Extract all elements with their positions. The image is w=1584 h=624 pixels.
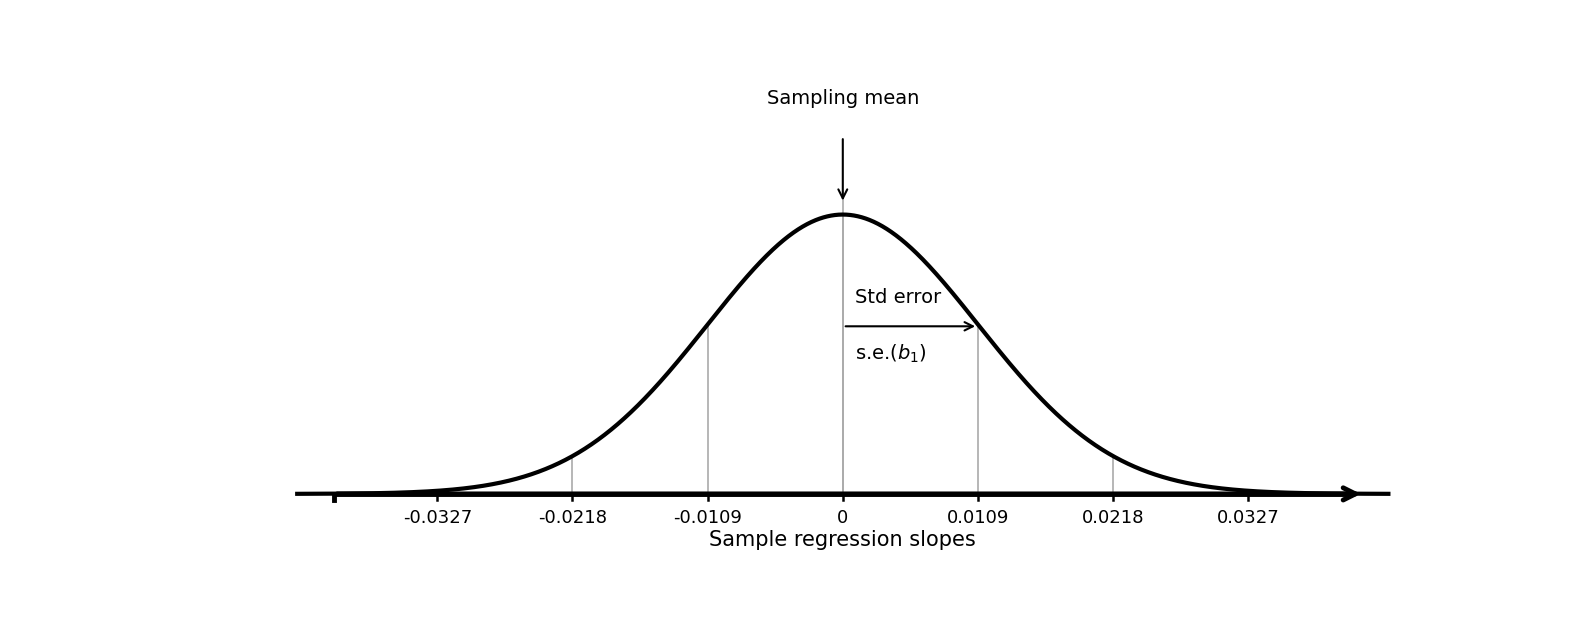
Text: Sample regression slopes: Sample regression slopes [710, 530, 976, 550]
Text: 0.0327: 0.0327 [1217, 509, 1280, 527]
Text: 0: 0 [838, 509, 849, 527]
Text: -0.0327: -0.0327 [402, 509, 472, 527]
Text: 0.0109: 0.0109 [947, 509, 1009, 527]
Text: -0.0109: -0.0109 [673, 509, 741, 527]
Text: s.e.($b_1$): s.e.($b_1$) [855, 343, 927, 366]
Text: 0.0218: 0.0218 [1082, 509, 1144, 527]
Text: -0.0218: -0.0218 [539, 509, 607, 527]
Text: Sampling mean: Sampling mean [767, 89, 919, 109]
Text: Std error: Std error [855, 288, 941, 307]
